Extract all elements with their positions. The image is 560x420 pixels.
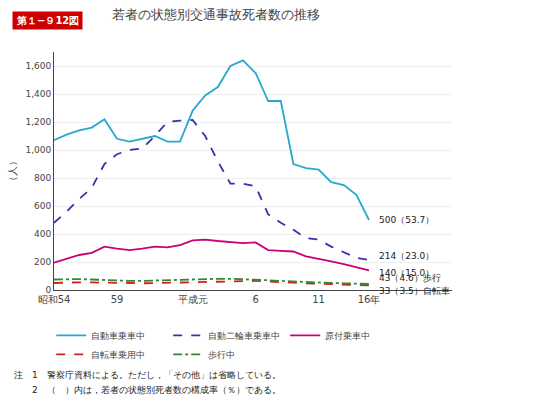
svg-text:33（3.5）自転車: 33（3.5）自転車 [379, 286, 450, 296]
svg-text:43（4.6）歩行: 43（4.6）歩行 [379, 273, 441, 283]
svg-text:1,000: 1,000 [25, 145, 51, 155]
svg-text:昭和54: 昭和54 [38, 294, 71, 305]
svg-text:0: 0 [45, 285, 51, 295]
svg-text:自動二輪車乗車中: 自動二輪車乗車中 [208, 331, 280, 341]
svg-text:6: 6 [252, 294, 258, 305]
svg-text:16年: 16年 [358, 294, 381, 305]
svg-text:11: 11 [312, 294, 325, 305]
svg-text:原付乗車中: 原付乗車中 [325, 331, 370, 341]
svg-text:平成元: 平成元 [178, 294, 208, 305]
svg-text:第１−９12図: 第１−９12図 [16, 15, 79, 26]
svg-text:1,400: 1,400 [25, 89, 51, 99]
svg-text:注 1 警察庁資料による。ただし，「その他」は省略している。: 注 1 警察庁資料による。ただし，「その他」は省略している。 [14, 370, 281, 380]
svg-text:400: 400 [34, 229, 51, 239]
svg-text:1,600: 1,600 [25, 61, 51, 71]
svg-text:800: 800 [34, 173, 51, 183]
svg-text:1,200: 1,200 [25, 117, 51, 127]
svg-text:200: 200 [34, 257, 51, 267]
svg-text:2 （ ）内は，若者の状態別死者数の構成率（％）である。: 2 （ ）内は，若者の状態別死者数の構成率（％）である。 [14, 385, 281, 395]
svg-text:140（15.0）: 140（15.0） [379, 268, 434, 278]
svg-text:600: 600 [34, 201, 51, 211]
svg-text:500（53.7）: 500（53.7） [379, 215, 434, 225]
svg-text:自動車乗車中: 自動車乗車中 [91, 331, 145, 341]
svg-text:歩行中: 歩行中 [208, 350, 235, 360]
svg-text:59: 59 [111, 294, 124, 305]
svg-text:自転車乗用中: 自転車乗用中 [91, 350, 145, 360]
svg-text:若者の状態別交通事故死者数の推移: 若者の状態別交通事故死者数の推移 [112, 7, 320, 22]
svg-text:214（23.0）: 214（23.0） [379, 251, 434, 261]
svg-text:（人）: （人） [7, 156, 18, 186]
